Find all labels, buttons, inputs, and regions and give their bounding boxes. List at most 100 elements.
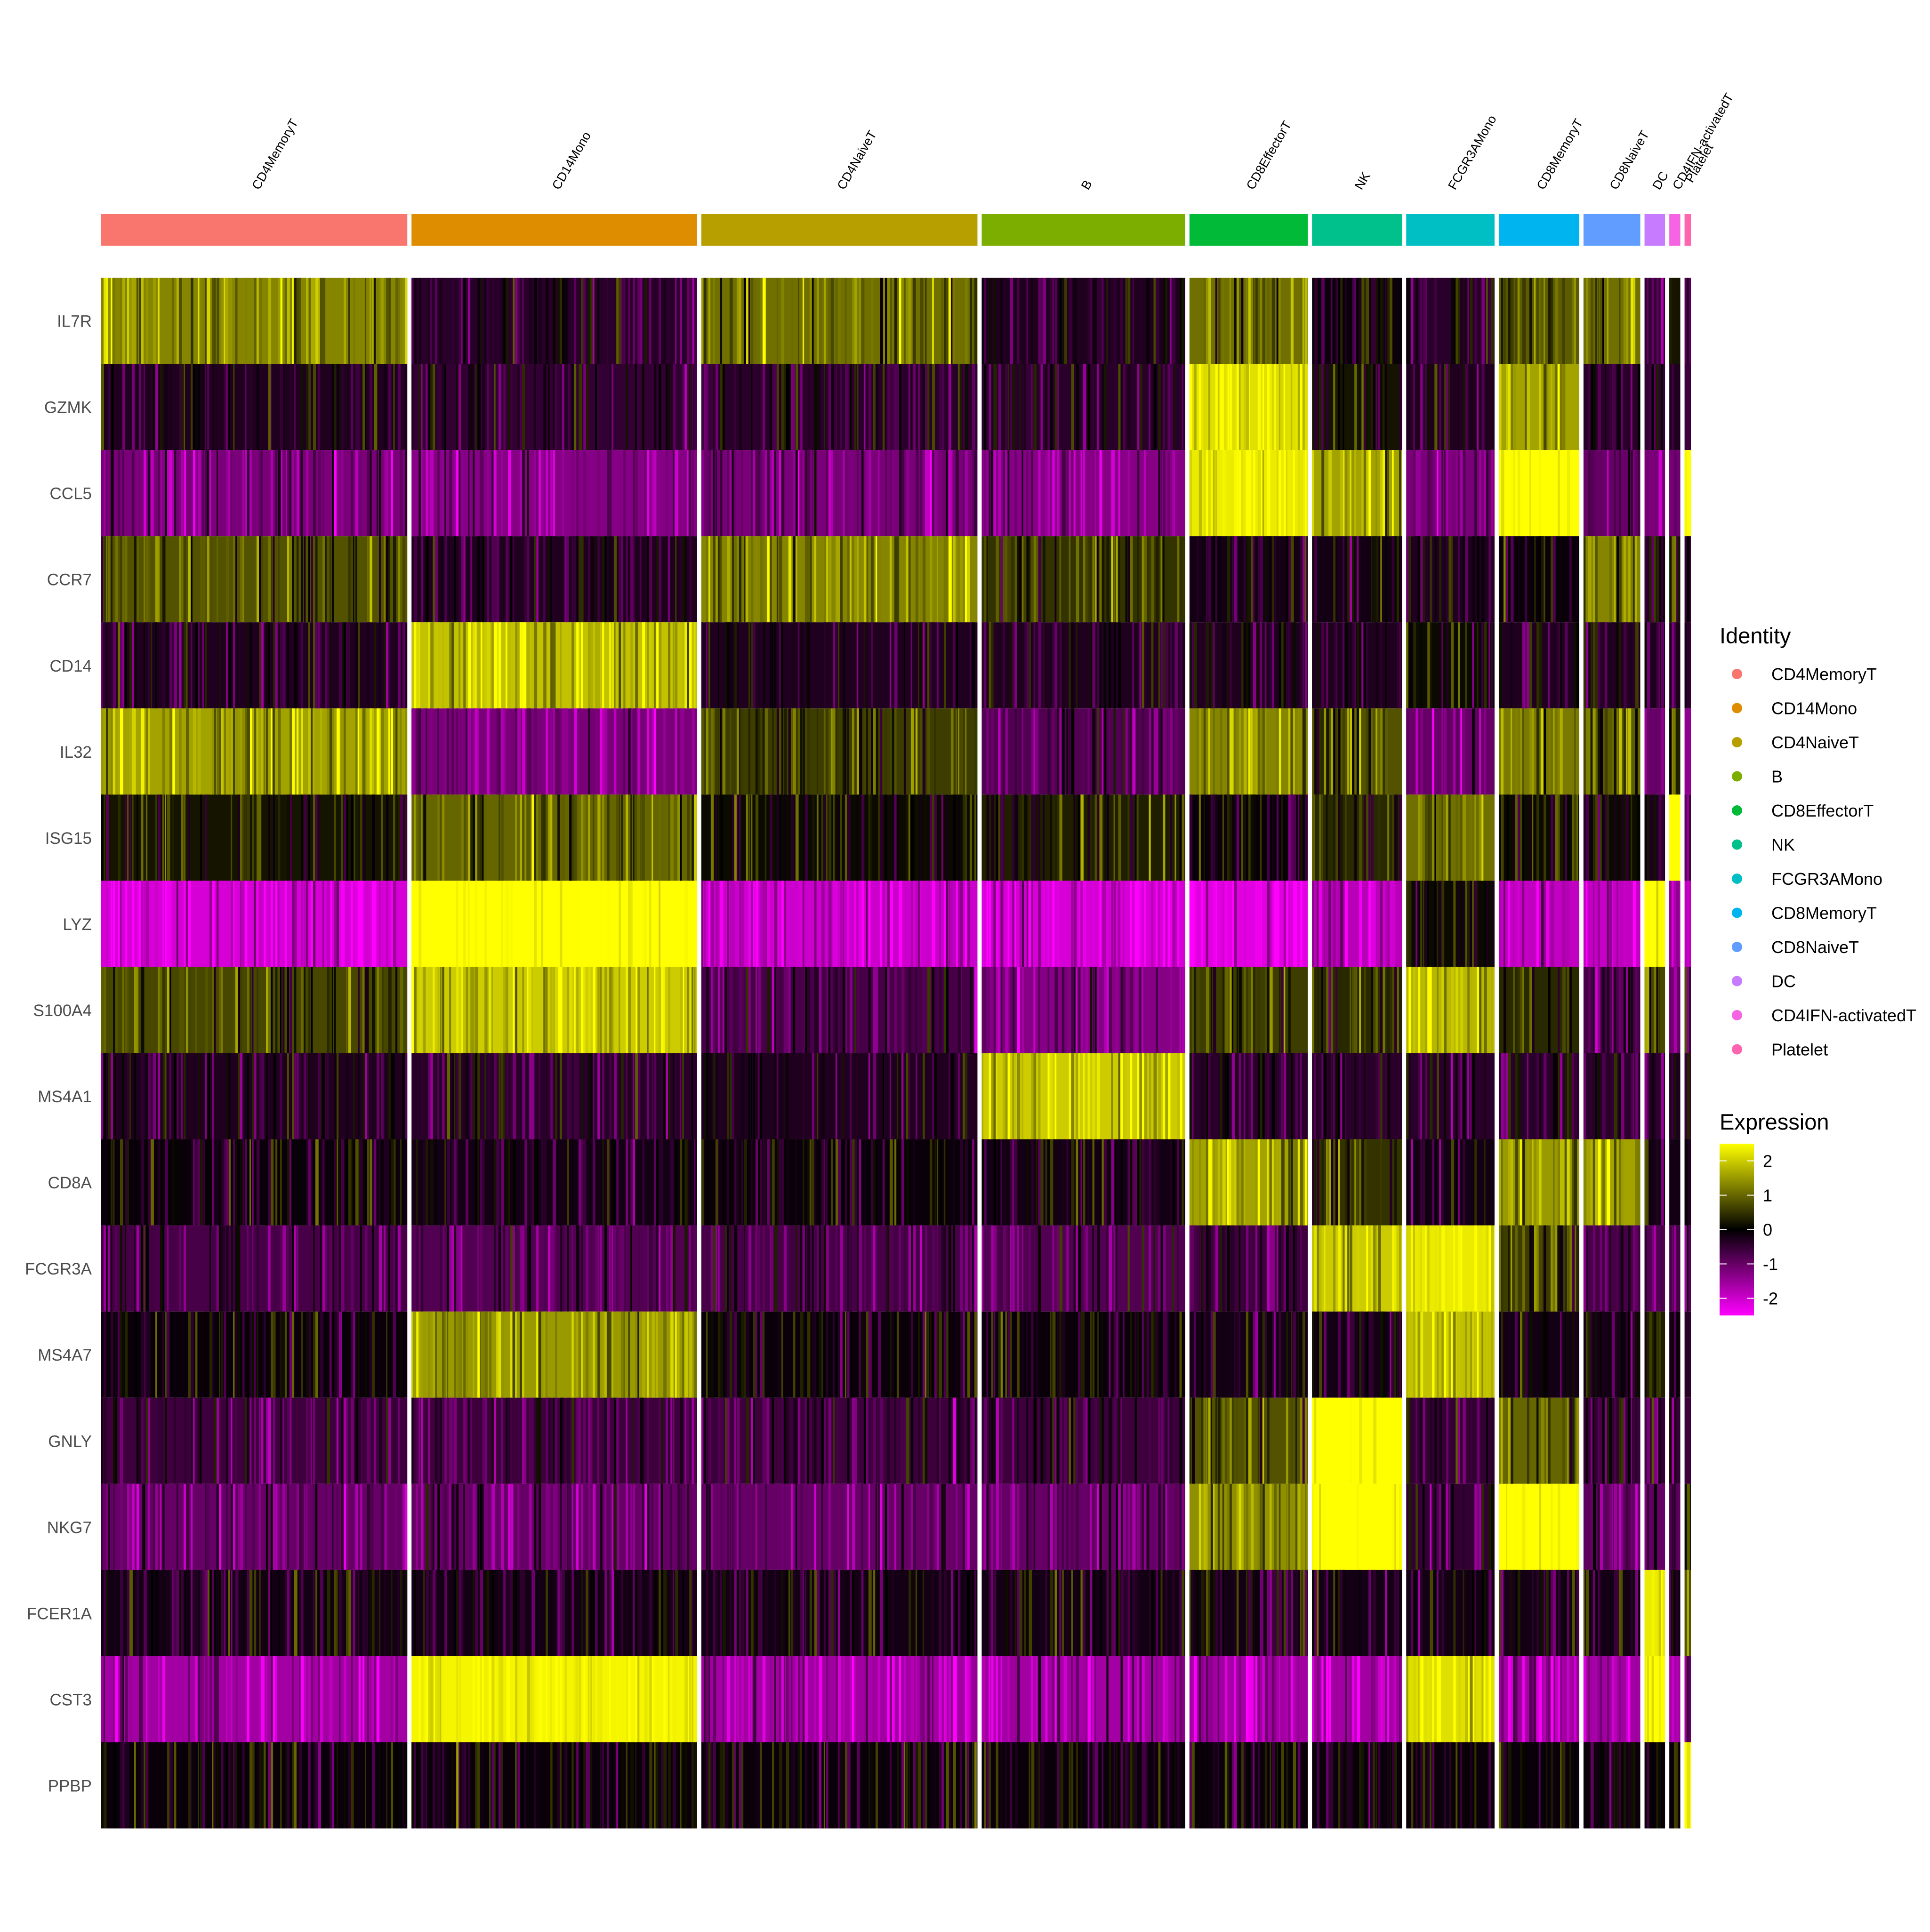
- cell-stripes: [1614, 1139, 1617, 1226]
- cell-stripes: [703, 1397, 706, 1484]
- cell-stripes: [1415, 278, 1419, 364]
- cell-stripes: [339, 364, 341, 450]
- cell-stripes: [1472, 1311, 1474, 1398]
- cell-stripes: [1050, 1053, 1053, 1139]
- cell-stripes: [550, 1225, 554, 1312]
- heatmap-cell-CD8A-Platelet: [1684, 1139, 1691, 1226]
- heatmap-cell-FCGR3A-NK: [1312, 1225, 1402, 1312]
- cell-stripes: [1628, 967, 1630, 1053]
- cell-stripes: [1567, 1397, 1569, 1484]
- cell-stripes: [1373, 364, 1376, 450]
- cell-stripes: [280, 1139, 282, 1226]
- cell-stripes: [1189, 794, 1193, 881]
- cell-stripes: [510, 1397, 512, 1484]
- cell-stripes: [1052, 1225, 1054, 1312]
- cell-stripes: [1574, 794, 1576, 881]
- cell-stripes: [510, 536, 512, 623]
- cell-stripes: [506, 1397, 507, 1484]
- cell-stripes: [1607, 364, 1609, 450]
- cell-stripes: [273, 967, 276, 1053]
- cell-stripes: [760, 536, 763, 623]
- cell-stripes: [1059, 1397, 1062, 1484]
- heatmap-cell-GZMK-DC: [1644, 364, 1665, 450]
- cell-stripes: [1529, 708, 1532, 795]
- cell-stripes: [494, 450, 497, 537]
- cell-stripes: [513, 1225, 516, 1312]
- cell-stripes: [1255, 708, 1258, 795]
- cell-stripes: [477, 364, 481, 450]
- cell-stripes: [1104, 364, 1107, 450]
- cell-stripes: [1102, 881, 1105, 967]
- cell-stripes: [1127, 364, 1153, 450]
- cell-stripes: [301, 536, 303, 623]
- cell-stripes: [426, 1311, 429, 1398]
- cell-stripes: [1246, 967, 1248, 1053]
- cell-stripes: [247, 1225, 249, 1312]
- heatmap-cell-GZMK-CD8EffectorT: [1189, 364, 1308, 450]
- cell-stripes: [515, 967, 518, 1053]
- cell-stripes: [1224, 967, 1227, 1053]
- cell-stripes: [729, 622, 733, 709]
- cell-stripes: [1076, 1483, 1079, 1570]
- cell-stripes: [991, 1225, 994, 1312]
- cell-stripes: [449, 450, 452, 537]
- cell-stripes: [812, 1139, 814, 1226]
- cell-stripes: [1116, 536, 1118, 623]
- cell-stripes: [1201, 1225, 1203, 1312]
- cell-stripes: [233, 1139, 235, 1226]
- cell-stripes: [746, 278, 749, 364]
- cell-stripes: [122, 1225, 126, 1312]
- cell-stripes: [224, 1311, 226, 1398]
- cell-stripes: [266, 1053, 268, 1139]
- heatmap-cell-CCR7-CD8NaiveT: [1583, 536, 1640, 623]
- cell-stripes: [468, 450, 470, 537]
- cell-stripes: [1484, 622, 1487, 709]
- cell-stripes: [1504, 967, 1507, 1053]
- cell-stripes: [670, 1225, 673, 1312]
- cell-stripes: [732, 1053, 734, 1139]
- cell-stripes: [1418, 1225, 1420, 1312]
- cell-stripes: [1085, 1225, 1088, 1312]
- cell-stripes: [209, 1225, 211, 1312]
- cell-stripes: [115, 536, 119, 623]
- cell-stripes: [1116, 1483, 1118, 1570]
- cell-stripes: [205, 1053, 208, 1139]
- cell-stripes: [706, 622, 708, 709]
- cell-stripes: [741, 708, 744, 795]
- cell-stripes: [1532, 794, 1534, 881]
- cell-stripes: [435, 1139, 437, 1226]
- cell-stripes: [1423, 364, 1424, 450]
- cell-stripes: [1003, 1053, 1005, 1139]
- cell-stripes: [1595, 450, 1597, 537]
- cell-stripes: [1672, 1225, 1673, 1312]
- cell-stripes: [715, 794, 717, 881]
- cell-stripes: [1444, 967, 1447, 1053]
- cell-stripes: [1319, 881, 1322, 967]
- cell-stripes: [386, 278, 388, 364]
- cell-stripes: [280, 1053, 282, 1139]
- cell-stripes: [654, 536, 657, 623]
- cell-stripes: [1097, 794, 1099, 881]
- cell-stripes: [1283, 967, 1286, 1053]
- cell-stripes: [1465, 278, 1468, 364]
- cell-stripes: [981, 1139, 984, 1226]
- cell-stripes: [797, 622, 800, 709]
- cell-stripes: [581, 1311, 583, 1398]
- cell-stripes: [153, 622, 155, 709]
- cell-stripes: [755, 881, 968, 967]
- cell-stripes: [311, 536, 313, 623]
- cell-stripes: [760, 364, 762, 450]
- cell-stripes: [160, 1225, 162, 1312]
- cell-stripes: [1649, 967, 1651, 1053]
- cell-stripes: [868, 1053, 870, 1139]
- cell-stripes: [268, 881, 289, 967]
- cell-stripes: [764, 1483, 767, 1570]
- heatmap-cell-MS4A1-Platelet: [1684, 1053, 1691, 1139]
- cell-stripes: [934, 708, 936, 795]
- cell-stripes: [965, 1311, 968, 1398]
- cell-stripes: [1279, 536, 1281, 623]
- cell-stripes: [694, 1311, 697, 1398]
- cell-stripes: [221, 278, 224, 364]
- heatmap-cell-IL7R-CD14Mono: [411, 278, 697, 364]
- cell-stripes: [604, 1311, 607, 1398]
